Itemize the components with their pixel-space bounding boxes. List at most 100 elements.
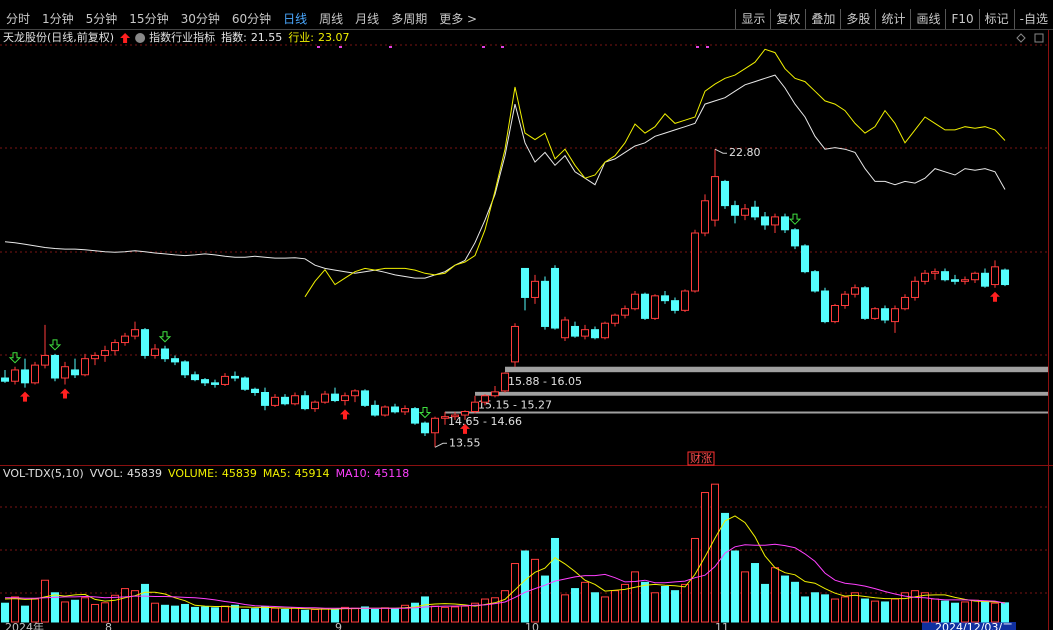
period-tab[interactable]: 周线	[319, 12, 344, 26]
volume-bar	[441, 606, 449, 623]
candle-body	[351, 390, 359, 397]
tool-button[interactable]: -自选	[1013, 8, 1053, 29]
legend-value: 45914	[295, 467, 330, 480]
candle-body	[541, 280, 549, 327]
candle-body	[701, 200, 709, 234]
candle-body	[771, 216, 779, 226]
volume-bar	[261, 606, 269, 623]
tool-button[interactable]: 显示	[735, 8, 770, 29]
x-tick-label: 2024年	[5, 620, 44, 630]
period-tab[interactable]: 分时	[6, 12, 31, 26]
gap-band	[505, 366, 1048, 373]
volume-bar	[531, 558, 539, 623]
candle-body	[811, 271, 819, 292]
tool-button[interactable]: 叠加	[805, 8, 840, 29]
volume-bar	[681, 583, 689, 623]
volume-bar	[661, 586, 669, 623]
period-tab[interactable]: 月线	[355, 12, 380, 26]
candle-body	[211, 382, 219, 385]
volume-bar	[121, 588, 129, 623]
period-tab[interactable]: 5分钟	[85, 12, 118, 26]
candle-body	[801, 245, 809, 273]
candle-body	[881, 308, 889, 321]
legend-name: VVOL:	[90, 467, 123, 480]
volume-bar	[901, 592, 909, 623]
tool-button[interactable]: 复权	[770, 8, 805, 29]
badge-box	[687, 451, 715, 466]
volume-bar	[451, 606, 459, 623]
window-icons	[1016, 33, 1044, 43]
volume-bar	[721, 512, 729, 623]
tool-button[interactable]: F10	[945, 8, 978, 29]
tool-button[interactable]: 统计	[875, 8, 910, 29]
volume-bar	[991, 602, 999, 623]
cursor-date-box	[922, 622, 1016, 630]
volume-bar	[811, 592, 819, 623]
buy-arrow	[20, 391, 30, 402]
candle-body	[821, 290, 829, 323]
candle-body	[711, 176, 719, 221]
volume-bar	[841, 596, 849, 623]
volume-bar	[501, 590, 509, 623]
candle-body	[491, 391, 499, 397]
period-tab[interactable]: 15分钟	[129, 12, 169, 26]
volume-bar	[71, 599, 79, 623]
legend-value: 45839	[222, 467, 257, 480]
candle-body	[611, 314, 619, 324]
period-tab[interactable]: 更多 >	[439, 12, 478, 26]
volume-bar	[81, 597, 89, 623]
period-tab[interactable]: 60分钟	[231, 12, 272, 26]
tool-button[interactable]: 多股	[840, 8, 875, 29]
legend-name: 行业:	[288, 31, 314, 44]
volume-bar	[891, 598, 899, 623]
volume-bar	[281, 608, 289, 623]
candle-body	[201, 379, 209, 384]
tool-button[interactable]: 标记	[978, 8, 1014, 29]
volume-bar	[401, 604, 409, 623]
volume-bar	[671, 590, 679, 623]
gap-label: 15.15 - 15.27	[478, 399, 552, 412]
legend-name: VOL-TDX(5,10)	[3, 467, 84, 480]
volume-bar	[581, 581, 589, 623]
volume-bar	[161, 604, 169, 623]
period-tab[interactable]: 多周期	[391, 12, 428, 26]
candle-body	[61, 366, 69, 379]
candle-body	[781, 216, 789, 231]
candle-body	[71, 369, 79, 376]
volume-bar	[311, 608, 319, 623]
legend-name: 指数:	[221, 30, 247, 44]
signal-dots	[317, 46, 709, 48]
candle-body	[431, 417, 439, 434]
candle-body	[981, 272, 989, 287]
buy-arrow	[340, 409, 350, 420]
candle-body	[871, 308, 879, 319]
tool-button[interactable]: 画线	[910, 8, 945, 29]
candle-body	[741, 208, 749, 216]
volume-bar	[61, 601, 69, 623]
candle-body	[181, 361, 189, 376]
candle-body	[191, 374, 199, 381]
period-tab[interactable]: 30分钟	[180, 12, 220, 26]
period-tab[interactable]: 1分钟	[42, 12, 74, 26]
candle-body	[321, 393, 329, 403]
candle-body	[261, 392, 269, 406]
volume-bar	[201, 606, 209, 623]
gap-label: 15.88 - 16.05	[508, 375, 582, 388]
volume-bar	[571, 588, 579, 623]
dropdown-icon	[135, 33, 146, 43]
candle-body	[461, 411, 469, 416]
stock-title: 天龙股份(日线,前复权)	[3, 30, 114, 44]
cursor-date: 2024/12/03/二	[935, 621, 1013, 630]
x-tick-label: 9	[335, 621, 342, 630]
gap-band	[475, 391, 1048, 396]
period-tab[interactable]: 日线	[283, 12, 308, 26]
candle-body	[161, 348, 169, 360]
sell-arrow	[418, 407, 432, 419]
candle-body	[501, 372, 509, 392]
volume-bar	[11, 596, 19, 623]
volume-bar	[391, 608, 399, 623]
volume-bar	[341, 606, 349, 623]
x-tick-label: 8	[105, 621, 112, 630]
candle-body	[51, 354, 59, 379]
volume-bar	[321, 608, 329, 623]
